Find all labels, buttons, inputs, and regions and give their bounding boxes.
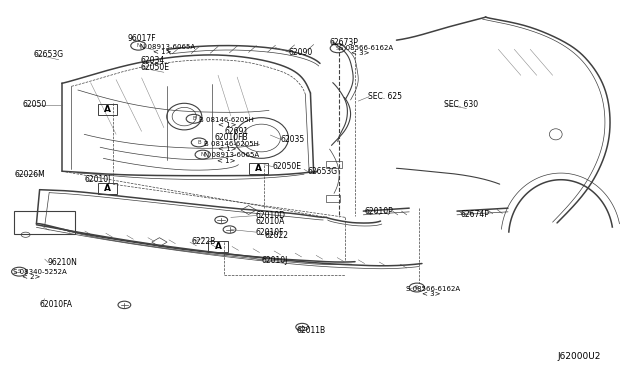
Text: 62050: 62050 <box>22 100 47 109</box>
Bar <box>14 211 75 234</box>
Text: 62653G: 62653G <box>307 167 337 176</box>
Text: 62010J: 62010J <box>84 175 111 184</box>
Text: 62026M: 62026M <box>14 170 45 179</box>
Text: S 08566-6162A: S 08566-6162A <box>406 286 460 292</box>
Text: S: S <box>415 285 419 290</box>
Text: 62674P: 62674P <box>460 210 489 219</box>
Text: 62010P: 62010P <box>365 207 394 217</box>
Text: 6222B: 6222B <box>191 237 216 246</box>
Text: B 08146-6205H: B 08146-6205H <box>204 141 259 147</box>
Bar <box>326 161 342 168</box>
Text: 96210N: 96210N <box>47 258 77 267</box>
Text: A: A <box>255 164 262 173</box>
Text: 62034: 62034 <box>140 56 164 65</box>
Text: 62011B: 62011B <box>296 326 326 335</box>
Text: 62010FB: 62010FB <box>215 133 248 142</box>
Text: 62090: 62090 <box>288 48 312 57</box>
Text: < 3>: < 3> <box>351 50 369 56</box>
Text: N 08913-6065A: N 08913-6065A <box>140 44 195 50</box>
Text: < 3>: < 3> <box>422 291 440 297</box>
Bar <box>99 183 117 195</box>
Text: S 08340-5252A: S 08340-5252A <box>13 269 67 275</box>
Text: A: A <box>214 242 221 251</box>
Text: B: B <box>192 116 196 121</box>
Text: SEC. 630: SEC. 630 <box>444 100 478 109</box>
Text: A: A <box>104 105 111 114</box>
Text: 96017F: 96017F <box>127 34 156 43</box>
Bar <box>99 104 117 115</box>
Text: N: N <box>201 152 205 157</box>
Bar <box>209 241 228 252</box>
Text: 62050E: 62050E <box>272 162 301 171</box>
Text: < 1>: < 1> <box>218 122 237 128</box>
Text: < 1>: < 1> <box>217 158 236 164</box>
Text: 62010J: 62010J <box>261 256 288 265</box>
Text: 62673P: 62673P <box>330 38 358 46</box>
Text: < 1>: < 1> <box>218 146 237 152</box>
Text: SEC. 625: SEC. 625 <box>368 92 402 101</box>
Text: 62010D: 62010D <box>255 211 285 220</box>
Text: < 2>: < 2> <box>22 274 41 280</box>
Text: S: S <box>336 46 340 51</box>
Text: A: A <box>104 185 111 193</box>
Text: 62022: 62022 <box>264 231 289 240</box>
Bar <box>248 163 268 174</box>
Text: B 08146-6205H: B 08146-6205H <box>199 116 254 122</box>
Text: S 08566-6162A: S 08566-6162A <box>339 45 393 51</box>
Text: 62010F: 62010F <box>255 228 284 237</box>
Text: 62035: 62035 <box>280 135 305 144</box>
Text: 62653G: 62653G <box>33 50 63 59</box>
Bar <box>326 195 340 202</box>
Text: J62000U2: J62000U2 <box>557 352 600 361</box>
Text: 62010A: 62010A <box>255 217 284 225</box>
Text: 62010FA: 62010FA <box>40 300 72 310</box>
Text: N 08913-6065A: N 08913-6065A <box>204 153 259 158</box>
Text: 62050E: 62050E <box>140 63 170 72</box>
Text: S: S <box>17 269 21 274</box>
Text: < 1>: < 1> <box>153 49 172 55</box>
Text: N: N <box>136 43 140 48</box>
Text: 62691: 62691 <box>225 127 248 136</box>
Text: B: B <box>197 140 201 145</box>
